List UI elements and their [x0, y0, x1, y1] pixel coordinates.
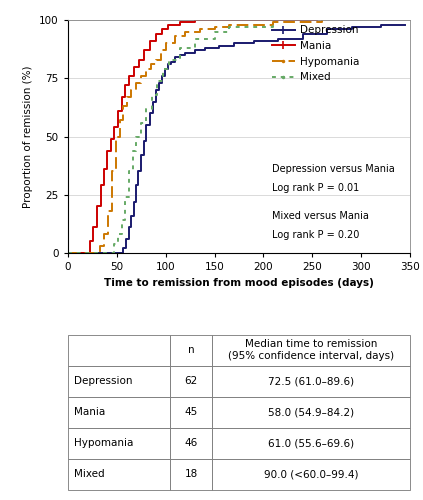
X-axis label: Time to remission from mood episodes (days): Time to remission from mood episodes (da…	[104, 278, 374, 287]
Text: Log rank P = 0.20: Log rank P = 0.20	[272, 230, 359, 240]
Legend: Depression, Mania, Hypomania, Mixed: Depression, Mania, Hypomania, Mixed	[272, 25, 359, 82]
Y-axis label: Proportion of remission (%): Proportion of remission (%)	[23, 66, 33, 208]
Text: Depression versus Mania: Depression versus Mania	[272, 164, 394, 174]
Text: Mixed versus Mania: Mixed versus Mania	[272, 211, 368, 221]
Text: Log rank P = 0.01: Log rank P = 0.01	[272, 183, 359, 193]
